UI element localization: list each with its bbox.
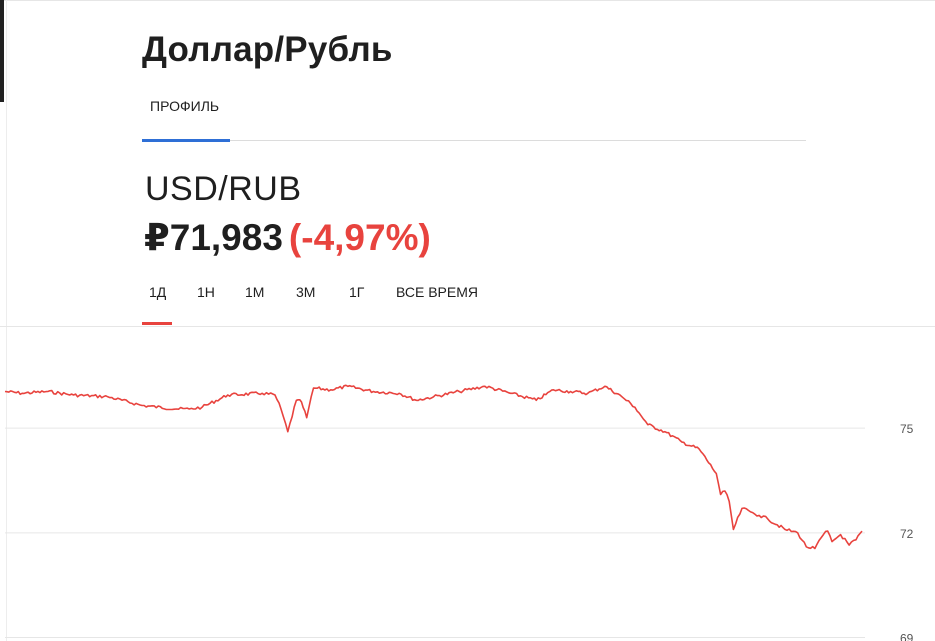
period-1y-button[interactable]: 1Г <box>349 284 365 300</box>
current-price: ₽71,983 <box>144 217 283 258</box>
price-series-line <box>4 384 863 550</box>
left-edge-bar <box>0 0 4 102</box>
chart-top-divider <box>0 326 935 327</box>
tab-profile-label: ПРОФИЛЬ <box>150 98 220 114</box>
price-change-badge: (-4,97%) <box>288 217 431 258</box>
price-chart: 75 72 69 <box>4 384 914 641</box>
y-tick-label: 72 <box>900 527 914 541</box>
tab-profile[interactable]: ПРОФИЛЬ <box>142 92 230 142</box>
top-border <box>0 0 935 4</box>
price-line: ₽71,983 (-4,97%) <box>144 216 431 259</box>
ticker-symbol: USD/RUB <box>145 170 302 208</box>
y-tick-label: 69 <box>900 632 914 641</box>
period-1m-button[interactable]: 1М <box>245 284 265 300</box>
left-edge-line <box>6 0 7 641</box>
active-period-indicator <box>142 322 172 325</box>
page-title: Доллар/Рубль <box>142 30 393 69</box>
period-3m-button[interactable]: 3М <box>296 284 316 300</box>
period-all-time-button[interactable]: ВСЕ ВРЕМЯ <box>396 284 478 300</box>
period-1w-button[interactable]: 1Н <box>197 284 215 300</box>
tab-bar: ПРОФИЛЬ <box>142 92 806 142</box>
y-tick-label: 75 <box>900 422 914 436</box>
period-1d-button[interactable]: 1Д <box>149 284 167 300</box>
